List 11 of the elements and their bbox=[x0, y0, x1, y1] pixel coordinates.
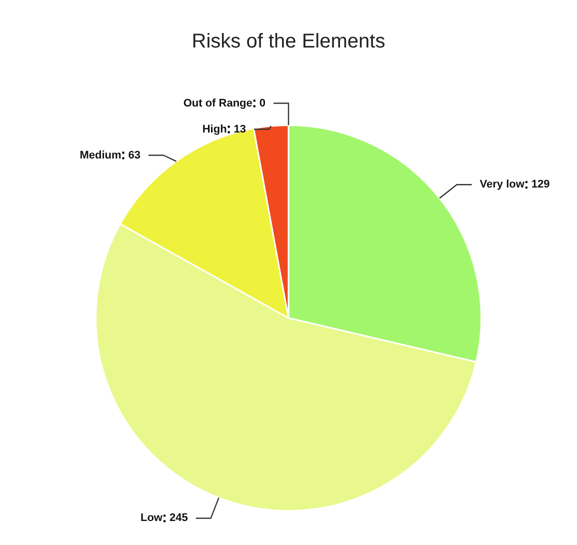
legend-label: Out of Range bbox=[183, 97, 252, 110]
data-label: 129 bbox=[531, 178, 550, 191]
data-label: 245 bbox=[169, 512, 188, 524]
slice-label: Low bbox=[140, 512, 163, 524]
data-label: 63 bbox=[128, 149, 141, 162]
data-label: 13 bbox=[234, 123, 246, 136]
slice-label: Very low bbox=[480, 178, 525, 191]
text: 0 bbox=[259, 97, 266, 110]
slice-label: High bbox=[202, 123, 228, 136]
chart-title: Risks of the Elements bbox=[192, 30, 386, 53]
slice-label: Medium bbox=[80, 149, 122, 162]
